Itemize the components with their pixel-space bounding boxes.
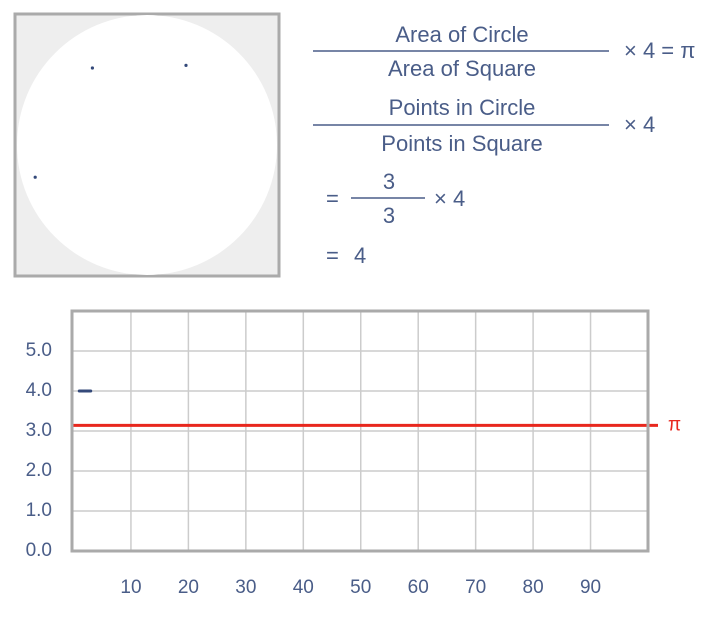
text: × 4 <box>434 186 465 211</box>
x-tick-label: 80 <box>523 577 544 598</box>
x-tick-label: 60 <box>408 577 429 598</box>
text: × 4 = π <box>624 38 695 63</box>
circle <box>17 15 277 275</box>
x-tick-label: 40 <box>293 577 314 598</box>
text: = <box>326 186 339 211</box>
text: Points in Circle <box>389 95 536 120</box>
point <box>90 66 94 70</box>
y-tick-label: 0.0 <box>26 540 52 561</box>
y-tick-label: 4.0 <box>26 380 52 401</box>
point <box>33 175 37 179</box>
reference-label: π <box>668 414 681 435</box>
y-tick-label: 5.0 <box>26 340 52 361</box>
x-tick-label: 50 <box>350 577 371 598</box>
text: Points in Square <box>381 131 542 156</box>
text: Area of Square <box>388 56 536 81</box>
x-tick-label: 70 <box>465 577 486 598</box>
y-tick-label: 2.0 <box>26 460 52 481</box>
text: 4 <box>354 243 366 268</box>
text: × 4 <box>624 112 655 137</box>
y-tick-label: 3.0 <box>26 420 52 441</box>
x-tick-label: 30 <box>235 577 256 598</box>
x-tick-label: 90 <box>580 577 601 598</box>
x-tick-label: 20 <box>178 577 199 598</box>
text: 3 <box>383 169 395 194</box>
y-tick-label: 1.0 <box>26 500 52 521</box>
text: Area of Circle <box>395 22 528 47</box>
x-tick-label: 10 <box>120 577 141 598</box>
point <box>184 63 188 67</box>
formula: Area of Circle Area of Square × 4 = π Po… <box>313 22 695 268</box>
text: = <box>326 243 339 268</box>
text: 3 <box>383 203 395 228</box>
plot-frame <box>70 309 650 553</box>
